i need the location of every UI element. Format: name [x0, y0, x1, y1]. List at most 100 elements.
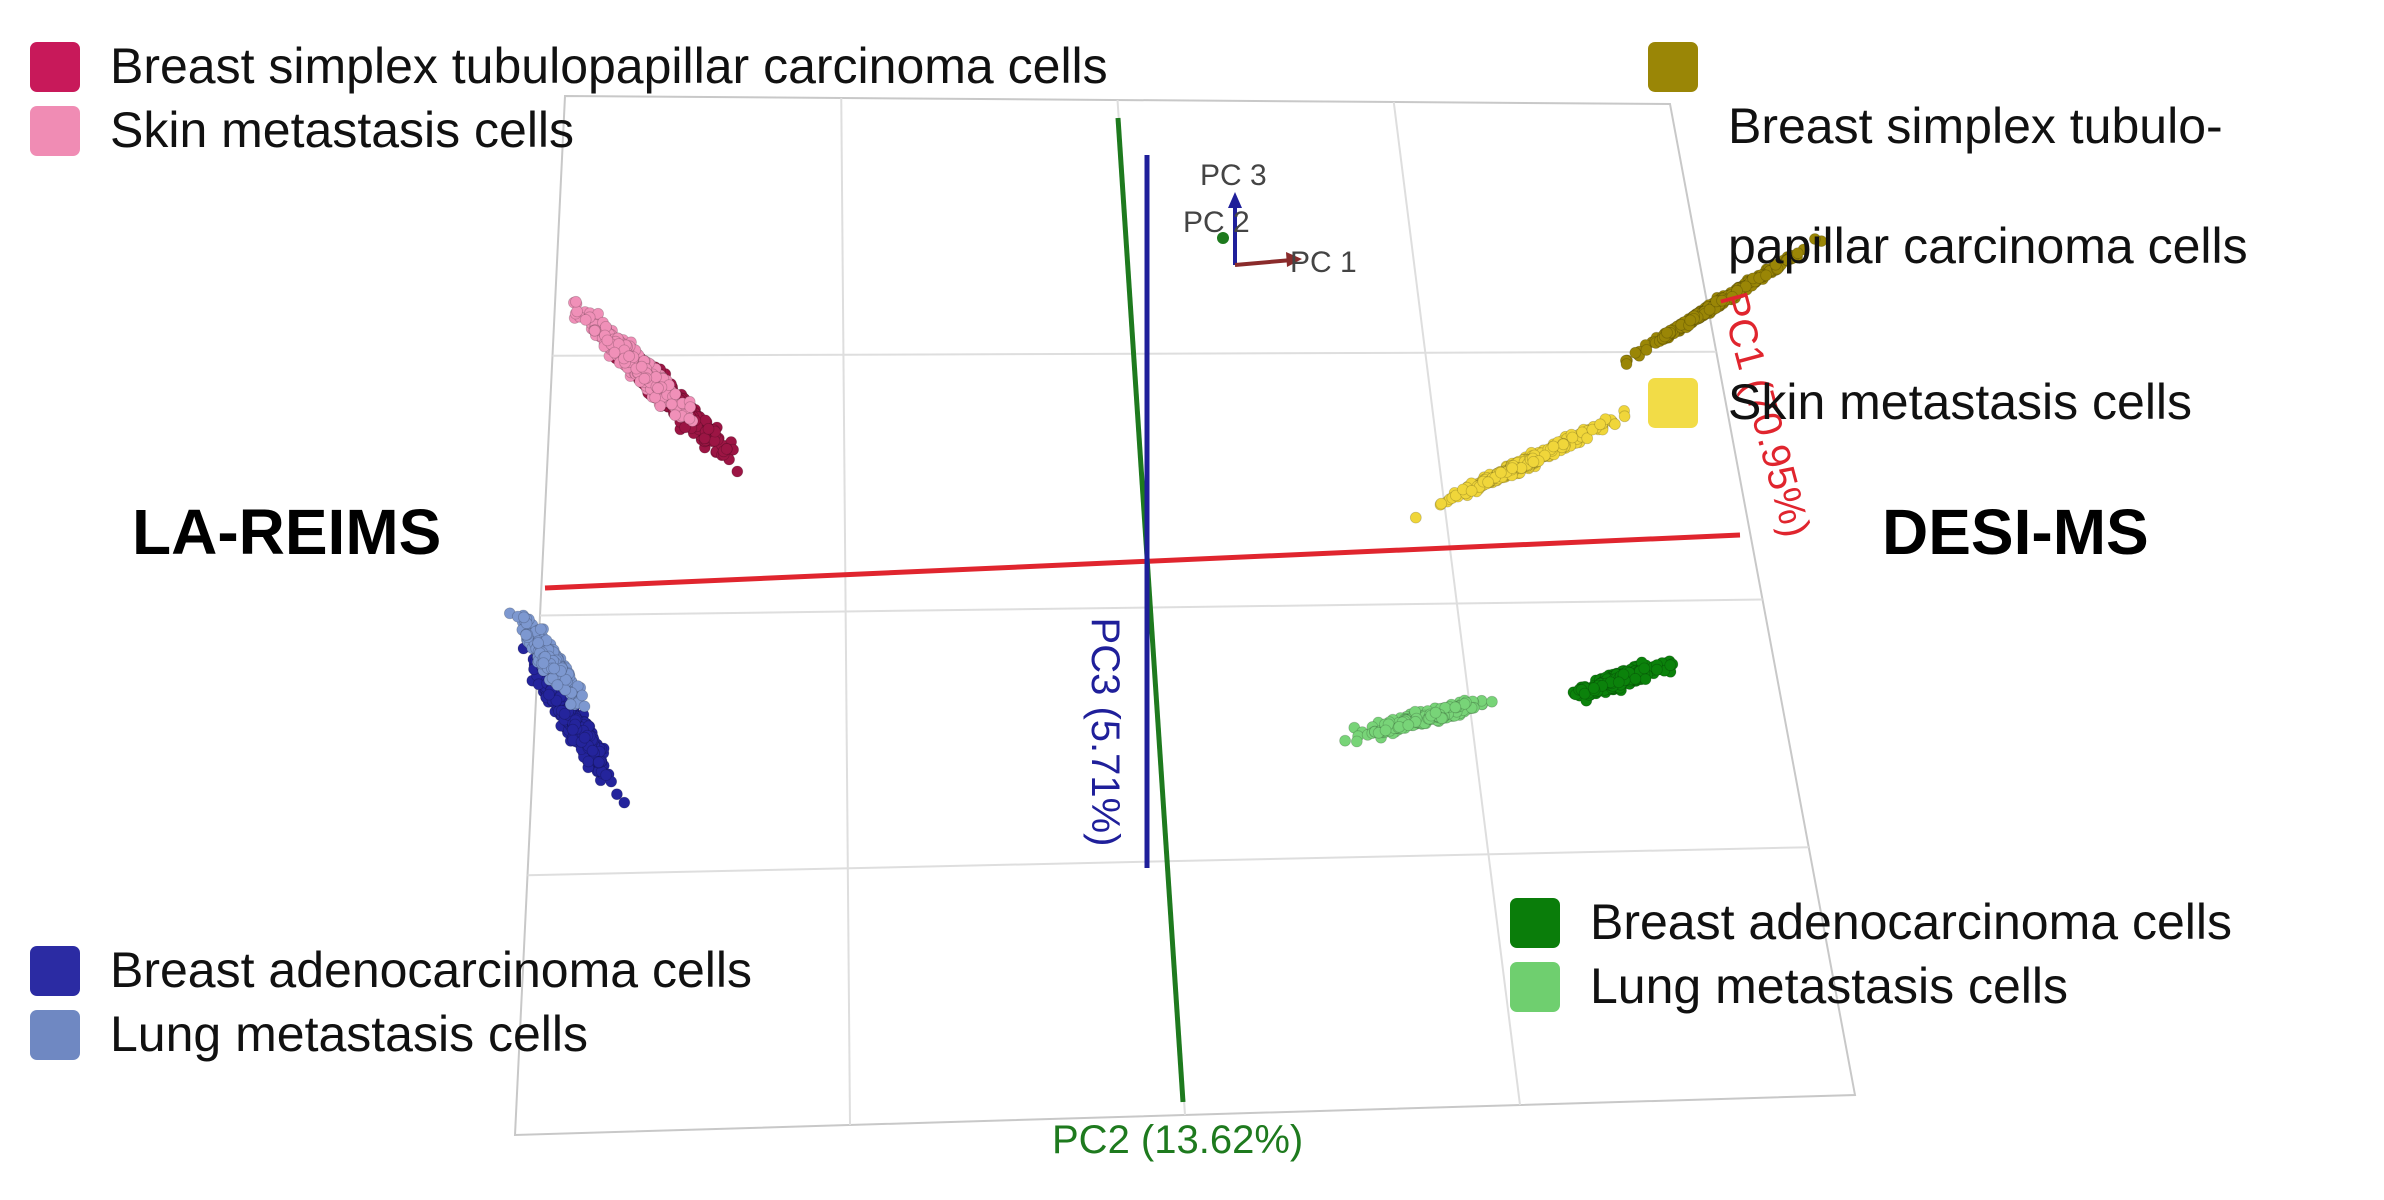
data-point	[1557, 438, 1570, 451]
data-point	[559, 673, 572, 686]
data-point	[683, 412, 696, 425]
data-point	[543, 688, 555, 701]
series-cluster	[1567, 655, 1679, 707]
score-points	[503, 233, 1828, 809]
data-point	[578, 700, 591, 713]
data-point	[550, 694, 563, 707]
data-point	[1409, 511, 1422, 524]
data-point	[1339, 734, 1351, 747]
data-point	[1664, 659, 1677, 672]
pc2-axis-line	[1115, 117, 1186, 1103]
legend-swatch	[1510, 962, 1560, 1012]
data-point	[608, 346, 621, 359]
method-label-la-reims: LA-REIMS	[132, 496, 442, 568]
legend-label: Skin metastasis cells	[110, 102, 575, 158]
data-point	[638, 372, 651, 385]
legend-label: Skin metastasis cells	[1728, 374, 2193, 430]
legend-right-bottom: Breast adenocarcinoma cells Lung metasta…	[1510, 892, 2232, 1016]
data-point	[669, 409, 681, 422]
legend-item: Breast adenocarcinoma cells	[30, 940, 752, 1000]
pc2-axis-title: PC2 (13.62%)	[1052, 1118, 1303, 1162]
series-cluster	[1409, 404, 1631, 524]
series-cluster	[568, 295, 699, 427]
data-point	[1482, 476, 1494, 489]
data-point	[518, 611, 530, 624]
legend-label: Breast simplex tubulo- papillar carcinom…	[1728, 36, 2248, 336]
legend-swatch	[30, 1010, 80, 1060]
data-point	[623, 350, 635, 363]
data-point	[564, 698, 577, 711]
data-point	[1379, 724, 1392, 737]
data-point	[588, 324, 601, 337]
data-point	[618, 796, 631, 809]
data-point	[650, 371, 662, 383]
data-point	[579, 313, 592, 326]
data-point	[586, 744, 599, 757]
orient-label-pc2: PC 2	[1183, 206, 1250, 239]
data-point	[1435, 497, 1448, 510]
data-point	[558, 708, 571, 720]
orient-label-pc3: PC 3	[1200, 159, 1267, 192]
data-point	[576, 689, 589, 702]
data-point	[537, 657, 550, 669]
data-point	[731, 465, 744, 478]
data-point	[600, 769, 612, 781]
legend-item: Breast adenocarcinoma cells	[1510, 892, 2232, 952]
legend-label: Lung metastasis cells	[1590, 958, 2069, 1014]
data-point	[601, 334, 614, 347]
data-point	[1629, 346, 1642, 359]
grid-border	[513, 94, 1857, 1137]
legend-item: Breast simplex tubulo- papillar carcinom…	[1648, 36, 2248, 336]
legend-item: Lung metastasis cells	[1510, 956, 2232, 1016]
legend-left-bottom: Breast adenocarcinoma cells Lung metasta…	[30, 940, 752, 1064]
data-point	[566, 723, 579, 736]
legend-item: Lung metastasis cells	[30, 1004, 752, 1064]
data-point	[1486, 695, 1498, 708]
data-point	[1449, 701, 1462, 714]
data-point	[520, 628, 532, 641]
pc-axes	[544, 117, 1741, 1103]
data-point	[570, 295, 582, 308]
data-point	[1527, 455, 1540, 468]
data-point	[1506, 462, 1519, 475]
pc3-axis-title: PC3 (5.71%)	[1083, 618, 1127, 847]
data-point	[720, 443, 733, 455]
data-point	[578, 731, 591, 744]
legend-label-line2: papillar carcinoma cells	[1728, 218, 2248, 274]
data-point	[592, 756, 605, 769]
legend-swatch	[30, 946, 80, 996]
legend-item: Skin metastasis cells	[30, 100, 1108, 160]
data-point	[1620, 358, 1633, 371]
data-point	[1495, 466, 1507, 479]
data-point	[534, 623, 547, 635]
axis-orientation-indicator: PC 3 PC 2 PC 1	[1183, 159, 1357, 279]
data-point	[1547, 440, 1560, 453]
data-point	[1612, 676, 1625, 689]
legend-label: Breast adenocarcinoma cells	[110, 942, 752, 998]
data-point	[669, 388, 682, 401]
legend-label: Lung metastasis cells	[110, 1006, 589, 1062]
data-point	[702, 422, 715, 435]
data-point	[1594, 418, 1606, 431]
pc1-axis-line	[544, 532, 1741, 591]
method-label-desi-ms: DESI-MS	[1882, 496, 2149, 568]
legend-swatch	[30, 42, 80, 92]
data-point	[1618, 410, 1631, 423]
legend-label: Breast simplex tubulopapillar carcinoma …	[110, 38, 1108, 94]
series-cluster	[1620, 233, 1828, 371]
legend-swatch	[1648, 42, 1698, 92]
data-point	[1465, 484, 1478, 497]
orient-pc1-arrow	[1234, 258, 1293, 267]
series-cluster	[503, 607, 591, 713]
data-point	[1639, 673, 1652, 686]
data-point	[1350, 735, 1363, 748]
data-point	[1566, 431, 1579, 444]
data-point	[1629, 672, 1642, 685]
data-point	[582, 755, 595, 768]
data-point	[611, 788, 623, 801]
legend-label: Breast adenocarcinoma cells	[1590, 894, 2232, 950]
data-point	[548, 662, 560, 675]
legend-left-top: Breast simplex tubulopapillar carcinoma …	[30, 36, 1108, 160]
data-point	[1587, 682, 1600, 694]
